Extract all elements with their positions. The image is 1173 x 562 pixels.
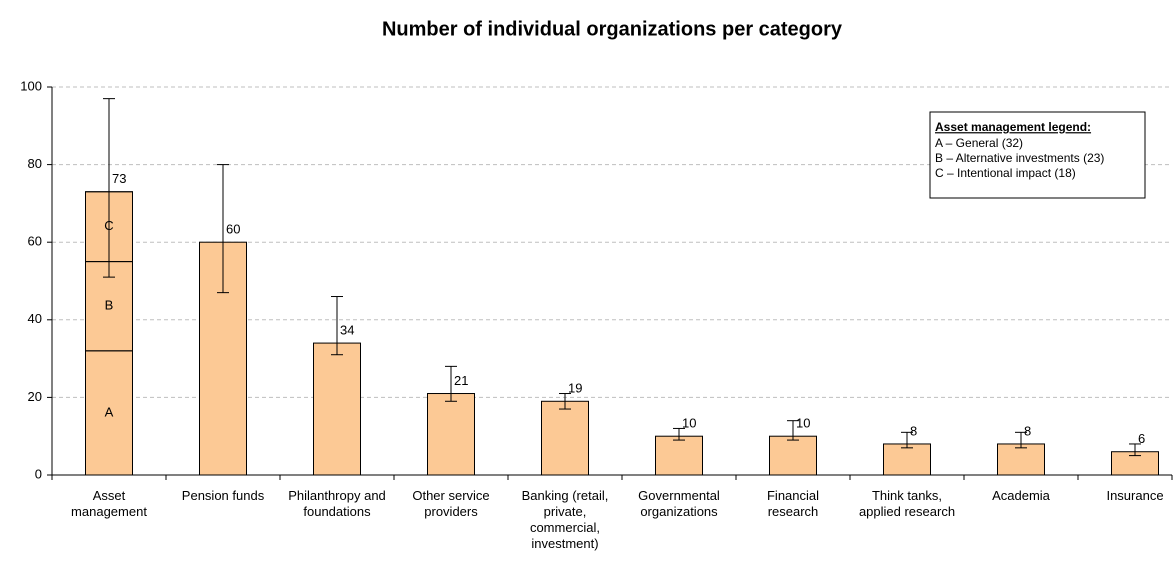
value-label: 8 <box>1024 423 1031 438</box>
y-tick-label: 0 <box>35 466 42 481</box>
x-tick-label: Governmental organizations <box>638 488 720 519</box>
x-tick-label: Think tanks, applied research <box>859 488 955 519</box>
y-tick-label: 20 <box>28 389 42 404</box>
x-tick-label: Philanthropy and foundations <box>288 488 386 519</box>
value-label: 10 <box>796 416 810 431</box>
segment-label: A <box>105 404 114 419</box>
x-tick-label: Financial research <box>767 488 819 519</box>
x-tick-label: Banking (retail, private, commercial, inves… <box>522 488 609 551</box>
x-tick-label: Insurance <box>1106 488 1163 503</box>
value-label: 34 <box>340 323 354 338</box>
legend-item: A – General (32) <box>935 136 1023 150</box>
y-tick-label: 60 <box>28 234 42 249</box>
bar <box>313 342 361 476</box>
bar <box>883 443 931 476</box>
legend-title: Asset management legend: <box>935 120 1091 134</box>
x-tick-label: Asset management <box>71 488 147 519</box>
legend-item: C – Intentional impact (18) <box>935 166 1076 180</box>
value-label: 73 <box>112 171 126 186</box>
value-label: 60 <box>226 222 240 237</box>
chart-title: Number of individual organizations per c… <box>382 18 843 40</box>
bar <box>655 435 703 476</box>
value-label: 8 <box>910 423 917 438</box>
x-tick-label: Pension funds <box>182 488 265 503</box>
y-tick-label: 40 <box>28 311 42 326</box>
bar <box>769 435 817 476</box>
bar <box>427 393 475 476</box>
y-tick-label: 100 <box>20 78 42 93</box>
segment-label: B <box>105 298 114 313</box>
x-tick-label: Other service providers <box>412 488 489 519</box>
value-label: 10 <box>682 416 696 431</box>
value-label: 21 <box>454 373 468 388</box>
bar <box>997 443 1045 476</box>
y-tick-label: 80 <box>28 156 42 171</box>
value-label: 6 <box>1138 431 1145 446</box>
bar <box>541 400 589 476</box>
legend-item: B – Alternative investments (23) <box>935 151 1104 165</box>
x-tick-label: Academia <box>992 488 1051 503</box>
legend-box <box>929 111 1146 199</box>
value-label: 19 <box>568 381 582 396</box>
